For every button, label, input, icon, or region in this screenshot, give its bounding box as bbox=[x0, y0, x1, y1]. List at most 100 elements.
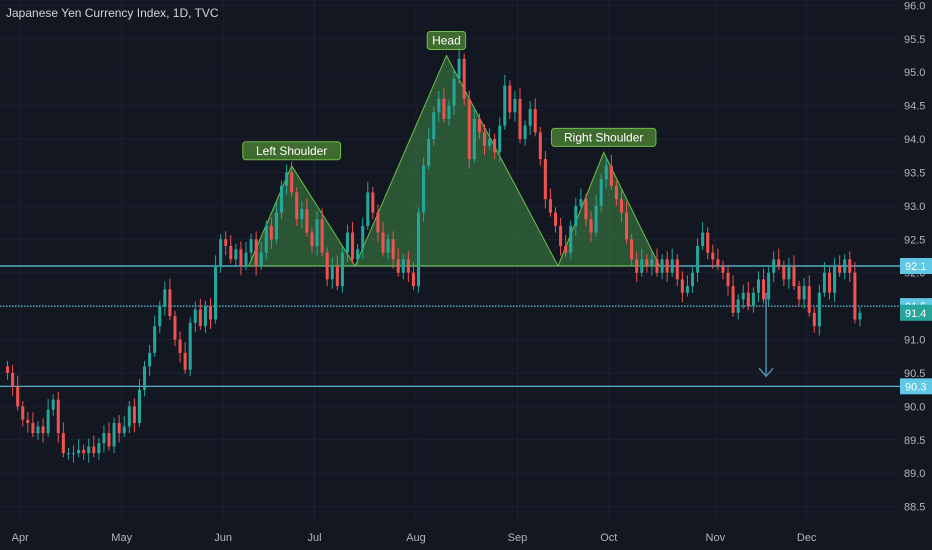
candle-body bbox=[635, 259, 639, 273]
candle-body bbox=[351, 232, 355, 260]
candle-body bbox=[731, 286, 735, 313]
pattern-label-box bbox=[426, 30, 467, 50]
y-tick-label: 93.0 bbox=[904, 201, 925, 213]
candle-body bbox=[371, 192, 375, 213]
candle-body bbox=[148, 352, 152, 367]
candle-body bbox=[315, 219, 319, 246]
candle-body bbox=[122, 426, 126, 434]
candle-body bbox=[239, 249, 243, 267]
candle-body bbox=[112, 423, 116, 447]
candle-body bbox=[619, 199, 623, 213]
x-tick-label: Jul bbox=[307, 532, 321, 544]
candle-body bbox=[457, 58, 461, 79]
candle-body bbox=[782, 266, 786, 280]
candle-body bbox=[117, 423, 121, 434]
candle-body bbox=[6, 366, 10, 373]
candle-body bbox=[208, 306, 213, 320]
pattern-triangle bbox=[354, 54, 559, 267]
candle-body bbox=[853, 272, 857, 320]
candle-body bbox=[452, 78, 456, 106]
candle-body bbox=[41, 426, 45, 434]
pattern-label-text: Head bbox=[432, 33, 461, 47]
candle-body bbox=[259, 252, 263, 267]
x-tick-label: Dec bbox=[797, 532, 817, 544]
candle-body bbox=[376, 212, 380, 233]
candle-body bbox=[848, 259, 852, 273]
candle-body bbox=[153, 326, 157, 353]
candle-body bbox=[488, 139, 492, 146]
x-tick-label: Nov bbox=[706, 532, 726, 544]
candle-body bbox=[361, 225, 365, 250]
y-tick-label: 94.0 bbox=[904, 134, 925, 146]
price-badge-text: 91.4 bbox=[905, 308, 926, 320]
candle-body bbox=[574, 205, 578, 226]
y-tick-label: 91.0 bbox=[904, 335, 925, 347]
candle-body bbox=[767, 272, 771, 300]
candle-body bbox=[472, 118, 476, 160]
candle-body bbox=[264, 225, 268, 253]
candle-body bbox=[655, 259, 659, 273]
candle-body bbox=[234, 249, 238, 260]
pattern-label: Left Shoulder bbox=[242, 141, 342, 161]
candle-body bbox=[345, 232, 350, 253]
candle-body bbox=[193, 309, 197, 323]
candle-body bbox=[71, 453, 76, 455]
candle-body bbox=[726, 272, 730, 287]
x-tick-label: Oct bbox=[600, 532, 617, 544]
candle-body bbox=[31, 423, 35, 434]
candle-body bbox=[630, 239, 634, 260]
candle-body bbox=[61, 433, 65, 454]
y-tick-label: 89.5 bbox=[904, 435, 925, 447]
candle-body bbox=[163, 289, 167, 307]
candle-body bbox=[833, 266, 837, 293]
candle-body bbox=[645, 259, 649, 267]
candle-body bbox=[548, 199, 552, 213]
candle-body bbox=[280, 185, 284, 213]
pattern-label-box bbox=[242, 141, 342, 161]
candle-body bbox=[579, 199, 583, 206]
candle-body bbox=[751, 292, 755, 307]
candle-body bbox=[498, 125, 502, 153]
candle-body bbox=[127, 406, 131, 427]
candle-body bbox=[56, 399, 60, 434]
candle-body bbox=[310, 232, 314, 246]
candle-body bbox=[665, 259, 669, 273]
price-badge bbox=[900, 304, 932, 321]
candle-body bbox=[518, 98, 522, 140]
candle-body bbox=[614, 185, 618, 200]
candle-body bbox=[493, 139, 497, 153]
candle-body bbox=[269, 225, 273, 240]
price-badge bbox=[900, 378, 932, 395]
candle-body bbox=[224, 239, 228, 246]
candle-body bbox=[411, 272, 415, 287]
candle-body bbox=[508, 85, 512, 113]
candle-body bbox=[609, 165, 613, 186]
price-badge-text: 92.1 bbox=[905, 261, 926, 273]
x-tick-label: Apr bbox=[12, 532, 29, 544]
candle-body bbox=[711, 252, 715, 260]
candle-body bbox=[46, 409, 50, 434]
candle-body bbox=[137, 389, 141, 424]
y-tick-label: 90.0 bbox=[904, 401, 925, 413]
candle-body bbox=[447, 105, 451, 119]
candle-body bbox=[219, 239, 223, 267]
candle-body bbox=[650, 259, 654, 267]
candle-body bbox=[442, 98, 446, 119]
candle-body bbox=[11, 372, 15, 387]
candle-body bbox=[746, 292, 750, 307]
candle-body bbox=[300, 209, 304, 220]
candle-body bbox=[513, 98, 517, 113]
candle-body bbox=[254, 239, 258, 267]
candle-body bbox=[594, 205, 598, 233]
candle-body bbox=[178, 339, 182, 353]
candle-body bbox=[564, 245, 568, 253]
candle-body bbox=[569, 225, 573, 253]
target-arrow-layer bbox=[758, 292, 774, 378]
candle-body bbox=[858, 312, 862, 320]
pattern-label: Right Shoulder bbox=[551, 127, 657, 147]
candle-body bbox=[51, 399, 55, 410]
candle-body bbox=[330, 266, 334, 280]
candle-body bbox=[132, 406, 136, 424]
